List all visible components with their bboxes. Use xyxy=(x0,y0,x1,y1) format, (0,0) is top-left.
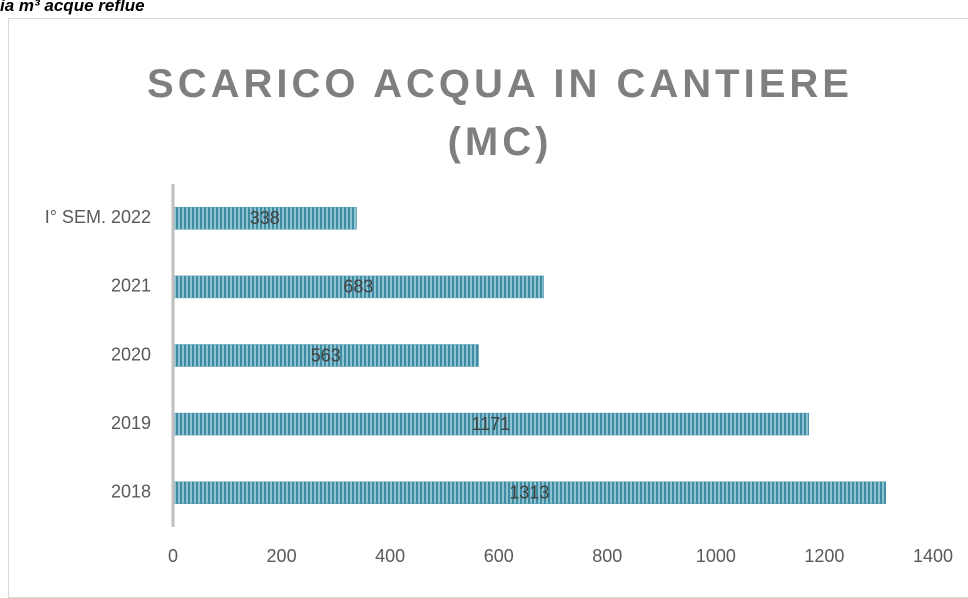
x-tick-label: 400 xyxy=(375,546,405,566)
y-tick-label: I° SEM. 2022 xyxy=(45,207,151,227)
chart: 0 200 400 600 800 1000 1200 1400 2018 1313 2019 117… xyxy=(45,184,953,566)
y-tick-label: 2019 xyxy=(111,413,151,433)
x-tick-label: 800 xyxy=(592,546,622,566)
data-label: 338 xyxy=(250,208,280,228)
y-tick-label: 2018 xyxy=(111,481,151,501)
data-label: 563 xyxy=(311,345,341,365)
x-tick-label: 1400 xyxy=(913,546,953,566)
y-tick-label: 2020 xyxy=(111,344,151,364)
x-tick-label: 0 xyxy=(168,546,178,566)
chart-title: SCARICO ACQUA IN CANTIERE (MC) xyxy=(147,62,853,164)
y-tick-label: 2021 xyxy=(111,276,151,296)
data-label: 1313 xyxy=(509,482,549,502)
x-tick-label: 600 xyxy=(484,546,514,566)
data-label: 683 xyxy=(343,277,373,297)
x-tick-label: 1200 xyxy=(804,546,844,566)
x-tick-label: 200 xyxy=(267,546,297,566)
data-label: 1171 xyxy=(471,414,510,434)
caption: ia m³ acque reflue xyxy=(0,0,145,15)
x-tick-label: 1000 xyxy=(696,546,736,566)
